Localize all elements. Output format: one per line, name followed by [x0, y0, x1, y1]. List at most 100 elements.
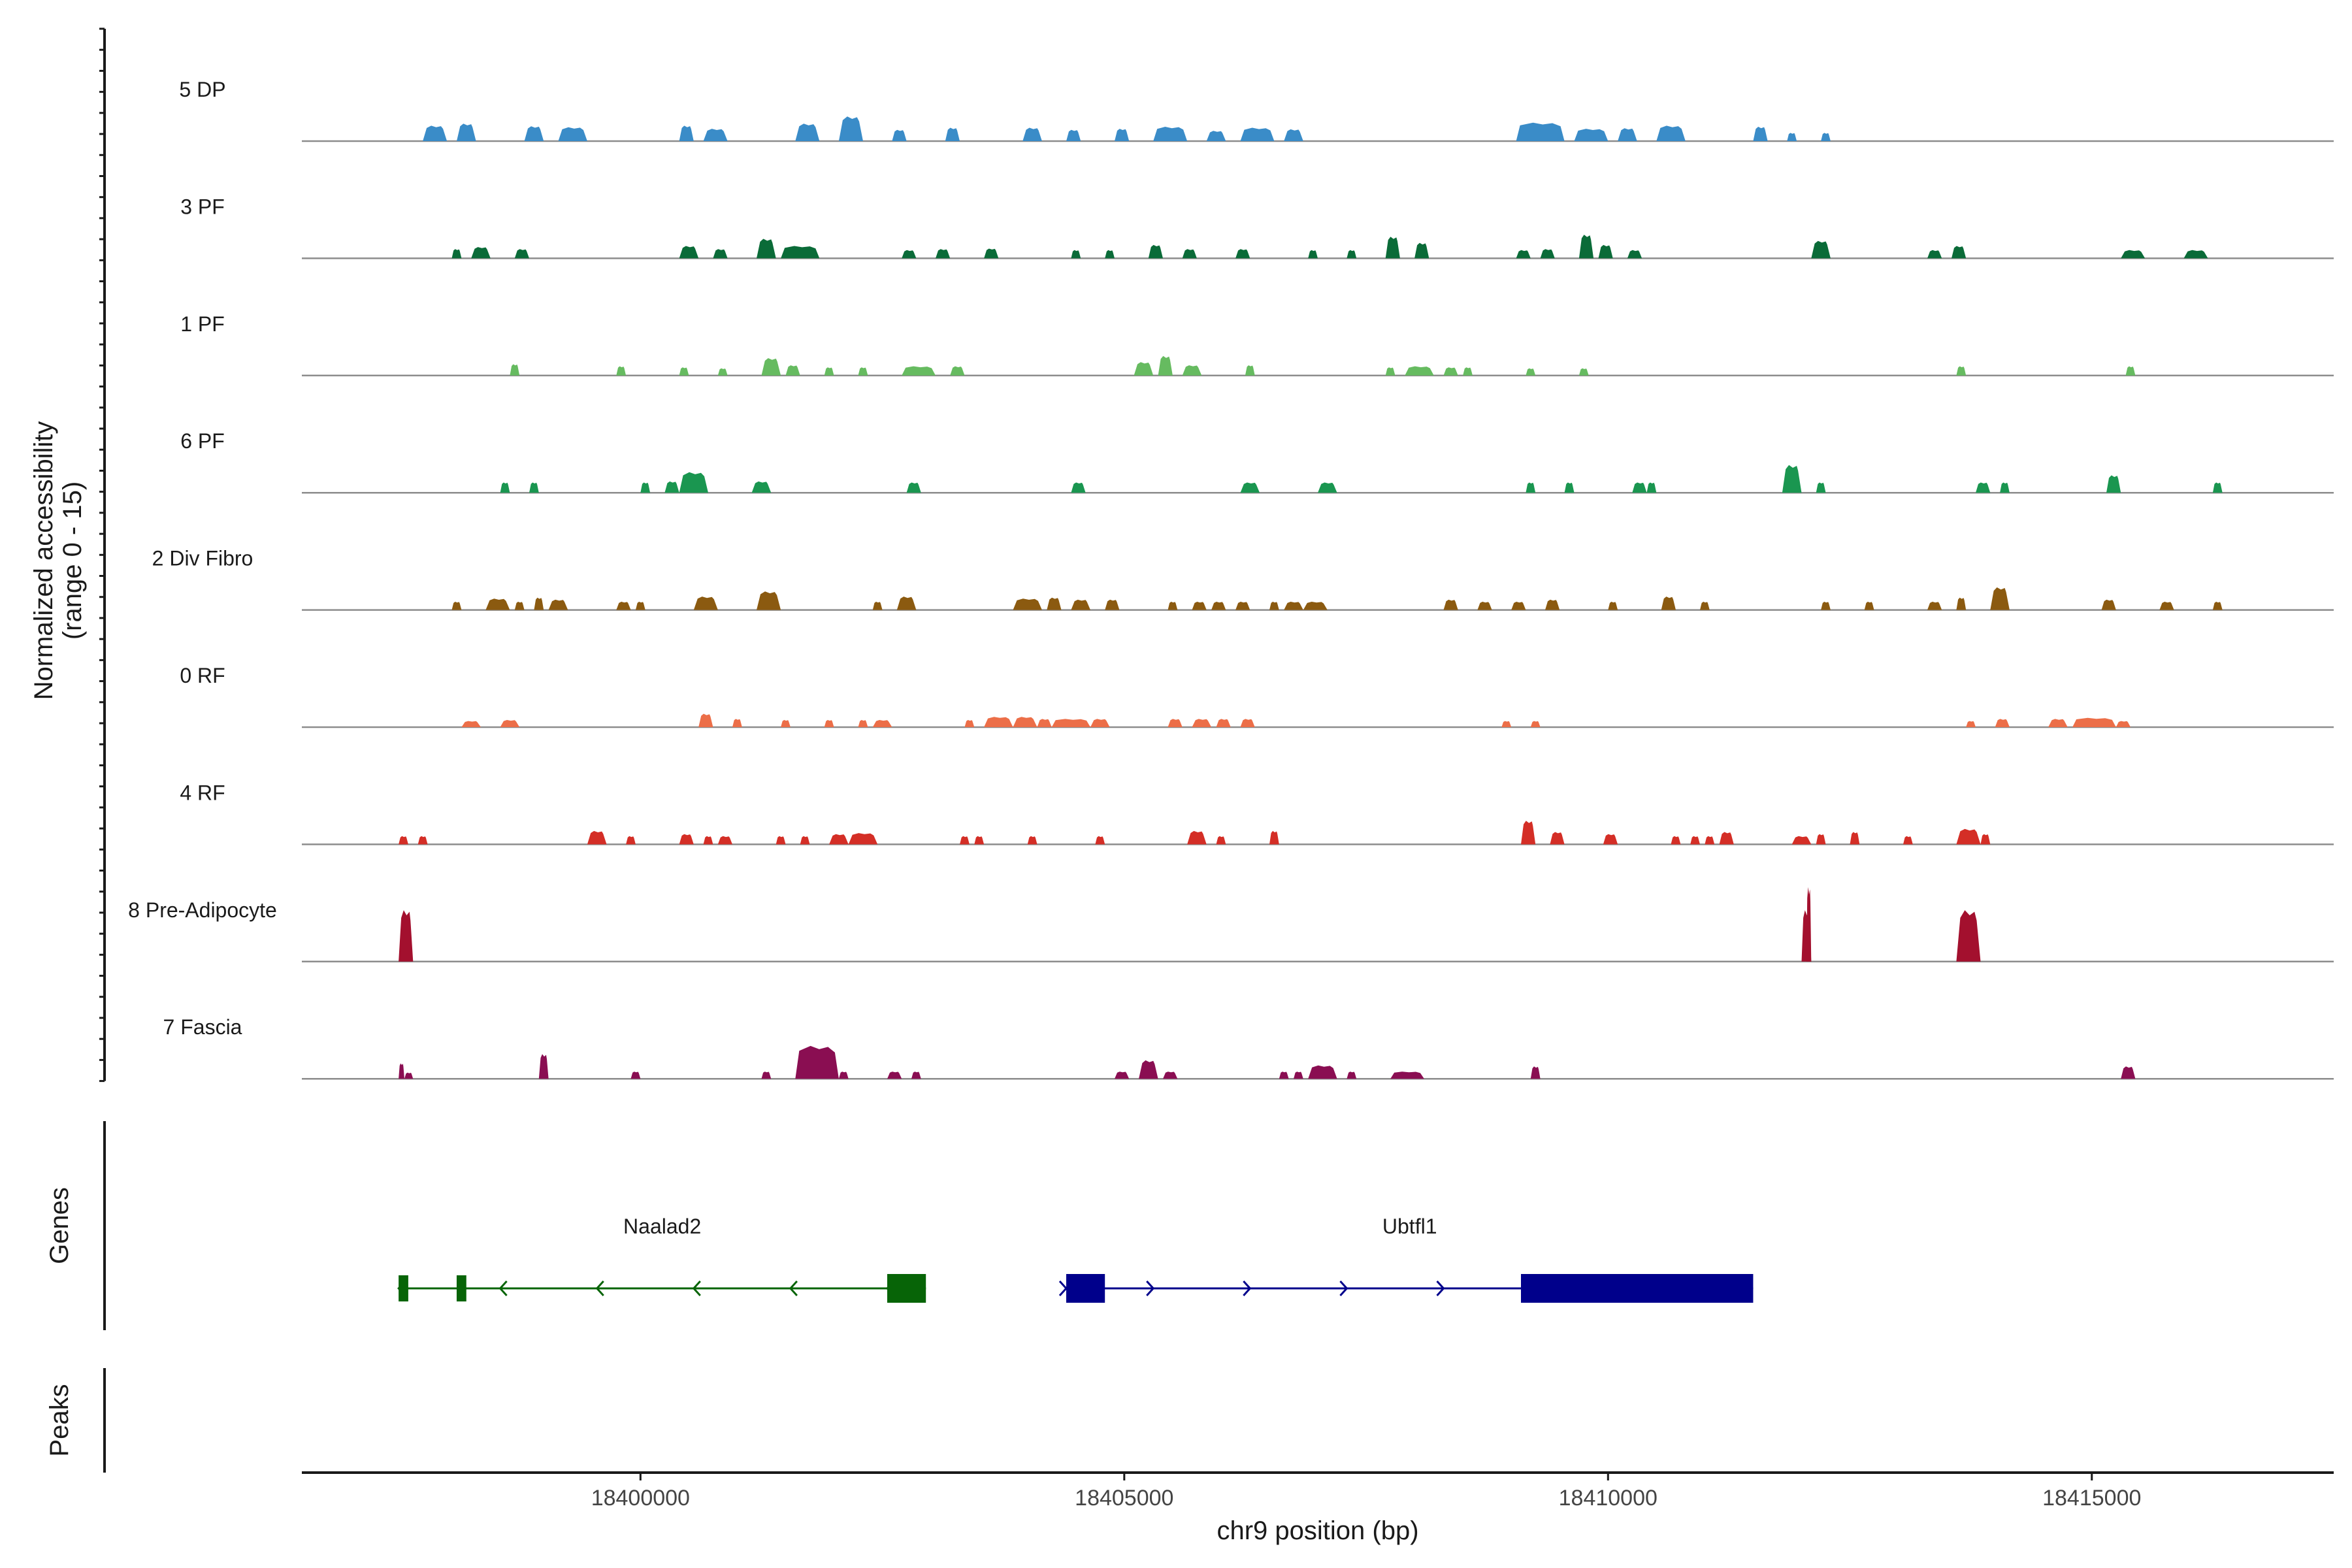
- coverage-peak: [1013, 717, 1037, 727]
- coverage-peak: [717, 368, 728, 376]
- coverage-peak: [1632, 482, 1647, 493]
- coverage-peak: [2072, 717, 2116, 727]
- coverage-peak: [1240, 719, 1255, 727]
- coverage-peak: [1927, 602, 1942, 610]
- coverage-peak: [1501, 721, 1512, 727]
- coverage-peak: [936, 249, 951, 259]
- coverage-peak: [558, 127, 587, 141]
- gene-strand-arrow-naalad2: [595, 1280, 604, 1297]
- coverage-peak: [1182, 249, 1197, 259]
- gene-strand-arrow-naalad2: [789, 1280, 798, 1297]
- coverage-peak: [795, 123, 820, 141]
- track-7-fascia: 7 Fascia: [163, 1015, 2334, 1080]
- coverage-peak: [1240, 127, 1275, 141]
- coverage-peak: [950, 366, 965, 376]
- coverage-peak: [1821, 133, 1831, 141]
- coverage-peak: [1956, 910, 1981, 962]
- coverage-peak: [626, 836, 636, 845]
- coverage-peak: [1995, 719, 2010, 727]
- coverage-peak: [974, 836, 985, 845]
- coverage-peak: [1477, 602, 1492, 610]
- coverage-peak: [751, 481, 772, 493]
- track-label-6-pf: 6 PF: [180, 429, 225, 453]
- track-0-rf: 0 RF: [180, 664, 2334, 728]
- gene-label-ubtfl1: Ubtfl1: [1382, 1215, 1437, 1238]
- coverage-peak: [2048, 719, 2068, 727]
- coverage-peak: [1526, 368, 1536, 376]
- coverage-peak: [1308, 1065, 1337, 1079]
- coverage-peak: [838, 116, 863, 141]
- coverage-peak: [761, 1071, 772, 1079]
- coverage-peak: [1952, 246, 1967, 259]
- coverage-peak: [514, 249, 529, 259]
- coverage-peak: [1347, 250, 1357, 259]
- coverage-peak: [2183, 250, 2208, 259]
- coverage-peak: [1811, 240, 1831, 259]
- coverage-peak: [1245, 365, 1255, 376]
- genes-panel-title: Genes: [45, 1187, 74, 1264]
- coverage-peak: [1294, 1071, 1303, 1079]
- coverage-peak: [800, 836, 810, 845]
- coverage-peak: [1656, 125, 1686, 141]
- coverage-peak: [1443, 599, 1458, 610]
- track-5-dp: 5 DP: [179, 78, 2334, 142]
- coverage-peak: [404, 1072, 414, 1079]
- y-axis-title-line1: Normalized accessibility: [29, 421, 58, 700]
- coverage-peak: [1240, 482, 1260, 493]
- coverage-peak: [1816, 834, 1826, 845]
- coverage-peak: [461, 721, 481, 727]
- coverage-peak: [471, 247, 491, 259]
- coverage-peak: [795, 1045, 839, 1079]
- coverage-peak: [1443, 367, 1458, 376]
- coverage-peak: [1182, 365, 1202, 376]
- coverage-peak: [761, 358, 781, 376]
- coverage-peak: [500, 720, 520, 727]
- coverage-peak: [1719, 832, 1734, 845]
- coverage-peak: [1956, 597, 1967, 610]
- x-axis-ticks: 18400000 18405000 18410000 18415000: [591, 1473, 2141, 1511]
- gene-annotations: Naalad2 Ubtfl1: [397, 1215, 1754, 1303]
- coverage-peak: [1071, 250, 1081, 259]
- coverage-peak: [1071, 482, 1086, 493]
- coverage-peak: [902, 250, 917, 259]
- coverage-peak: [1578, 368, 1589, 376]
- coverage-peak: [1390, 1071, 1424, 1079]
- coverage-peak: [1134, 362, 1154, 376]
- coverage-peak: [703, 836, 713, 845]
- coverage-peak: [1618, 128, 1637, 141]
- coverage-peak: [1105, 250, 1115, 259]
- track-label-0-rf: 0 RF: [180, 664, 225, 687]
- coverage-peak: [1791, 836, 1812, 845]
- coverage-peak: [1168, 719, 1183, 727]
- coverage-peak: [757, 591, 781, 610]
- gene-exon-ubtfl1: [1066, 1274, 1105, 1303]
- track-label-1-pf: 1 PF: [180, 312, 225, 336]
- coverage-peak: [1071, 599, 1090, 610]
- coverage-peak: [679, 367, 689, 376]
- coverage-peak: [1821, 602, 1831, 610]
- coverage-peak: [423, 125, 448, 141]
- coverage-peak: [1608, 602, 1618, 610]
- coverage-peak: [399, 836, 408, 845]
- coverage-peak: [664, 481, 679, 493]
- coverage-peak: [616, 602, 631, 610]
- track-3-pf: 3 PF: [180, 195, 2334, 259]
- x-tick-label: 18410000: [1559, 1486, 1658, 1511]
- coverage-peak: [1163, 1071, 1178, 1079]
- coverage-peak: [1700, 602, 1710, 610]
- coverage-peak: [1627, 250, 1642, 259]
- gene-exon-naalad2: [456, 1275, 466, 1301]
- coverage-peak: [717, 836, 732, 845]
- coverage-peak: [698, 713, 713, 727]
- coverage-peak: [2212, 602, 2223, 610]
- coverage-peak: [1574, 129, 1609, 141]
- coverage-peak: [2212, 482, 2223, 493]
- coverage-peak: [1753, 127, 1768, 141]
- coverage-peak: [1115, 129, 1130, 141]
- coverage-peak: [1153, 127, 1188, 141]
- coverage-peak: [538, 1054, 549, 1079]
- coverage-peak: [1139, 1060, 1158, 1079]
- coverage-peak: [1463, 367, 1473, 376]
- coverage-peak: [896, 596, 917, 610]
- coverage-peak: [1347, 1071, 1357, 1079]
